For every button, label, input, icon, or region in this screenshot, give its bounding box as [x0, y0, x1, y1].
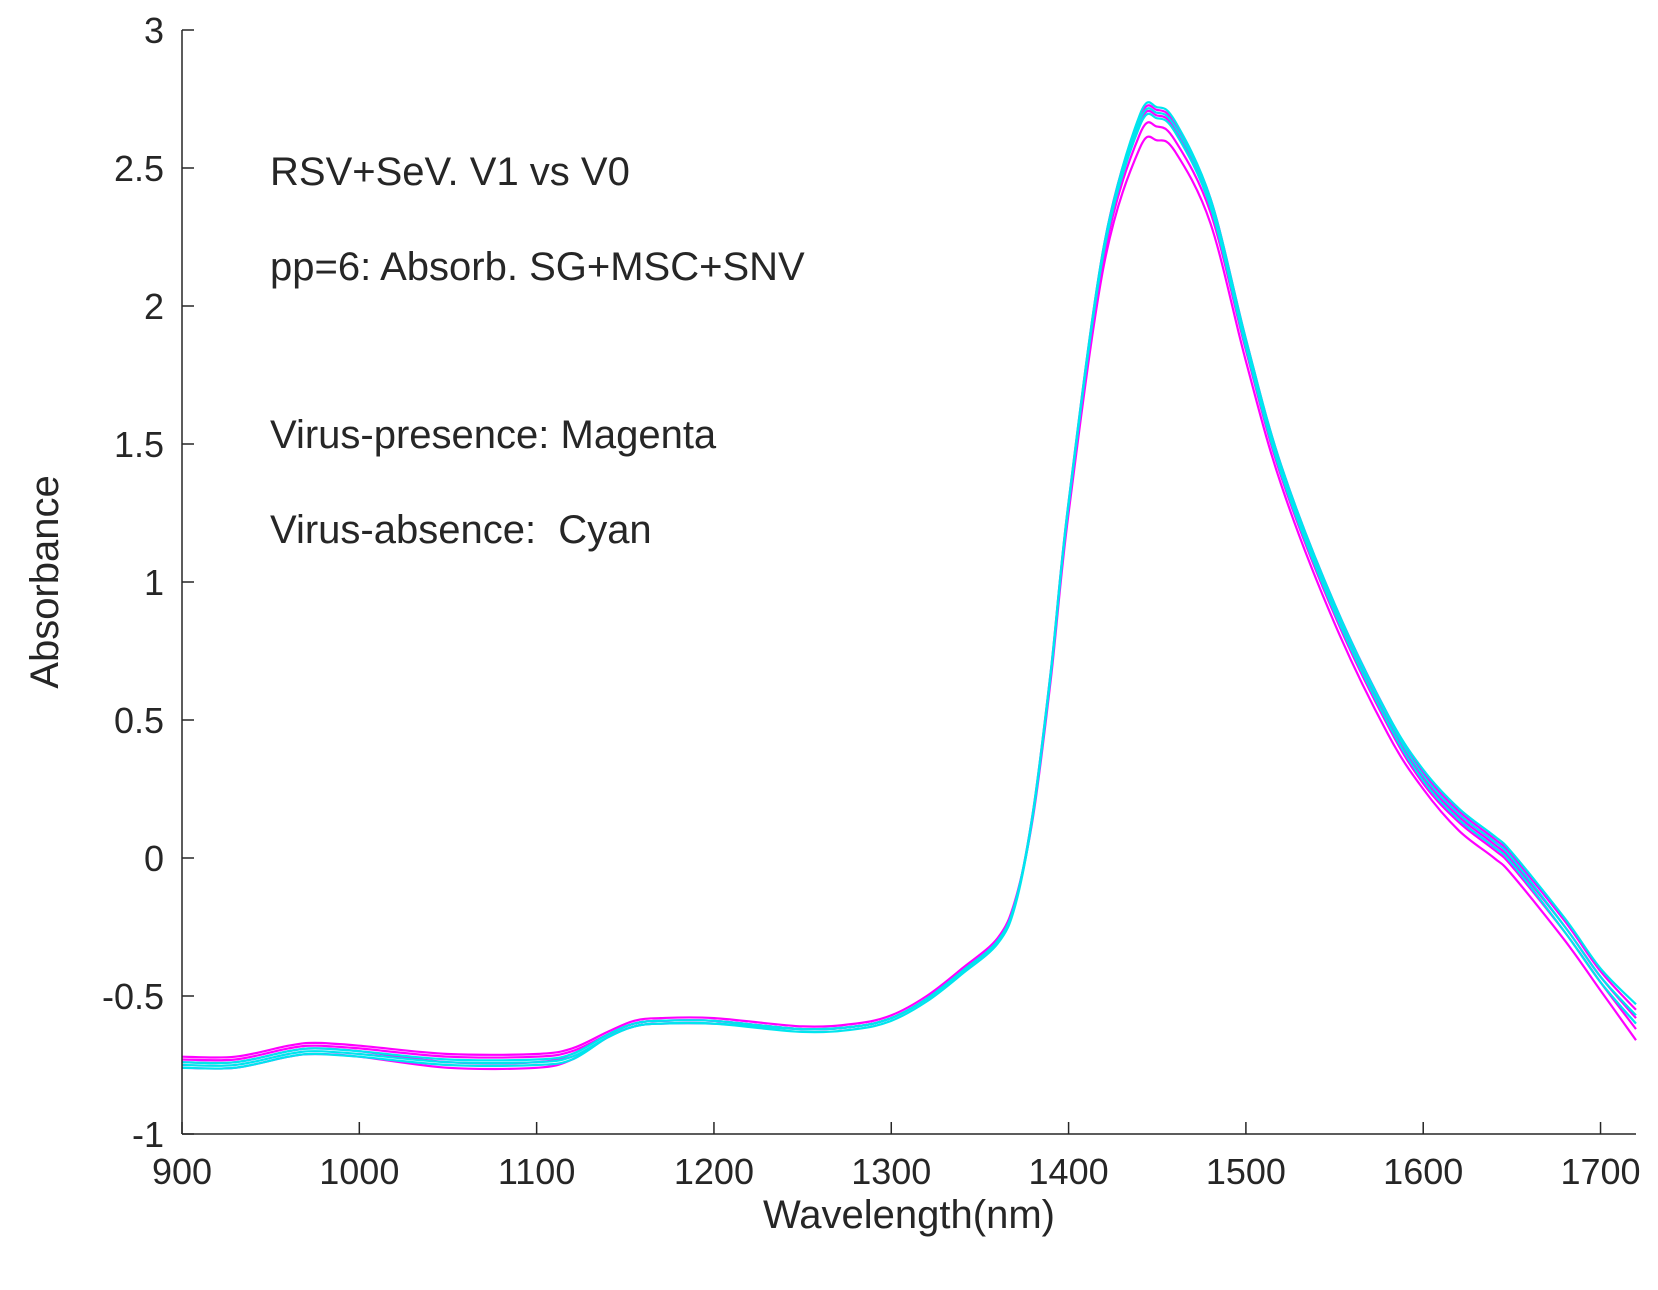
plot-series-group [181, 101, 1637, 1071]
ticks-group: 900 1000 1100 1200 1300 1400 1500 1600 1700 -1 -0.… [102, 10, 1641, 1192]
annotation-dataset: RSV+SeV. V1 vs V0 [270, 150, 630, 194]
y-tick-label: 2 [144, 286, 164, 327]
series-line-absence-7 [181, 101, 1637, 1070]
y-tick-label: 1 [144, 562, 164, 603]
axes-group [181, 30, 1636, 1135]
x-tick-label: 1200 [674, 1151, 754, 1192]
y-tick-label: 0.5 [114, 700, 164, 741]
annotation-preprocessing: pp=6: Absorb. SG+MSC+SNV [270, 245, 805, 289]
x-tick-label: 1600 [1383, 1151, 1463, 1192]
x-tick-label: 1000 [319, 1151, 399, 1192]
annotation-absence-legend: Virus-absence: Cyan [270, 508, 652, 552]
y-tick-label: -0.5 [102, 976, 164, 1017]
y-axis-title: Absorbance [23, 475, 67, 688]
y-tick-label: 1.5 [114, 424, 164, 465]
y-tick-label: 2.5 [114, 148, 164, 189]
y-tick-label: 0 [144, 838, 164, 879]
x-tick-label: 1100 [498, 1151, 575, 1192]
x-tick-label: 1300 [851, 1151, 931, 1192]
x-axis-title: Wavelength(nm) [763, 1193, 1055, 1237]
y-tick-label: -1 [132, 1114, 164, 1155]
annotation-presence-legend: Virus-presence: Magenta [270, 413, 717, 457]
x-tick-label: 1500 [1206, 1151, 1286, 1192]
y-tick-label: 3 [144, 10, 164, 51]
x-tick-label: 1700 [1560, 1151, 1640, 1192]
x-tick-label: 900 [152, 1151, 212, 1192]
x-tick-label: 1400 [1029, 1151, 1109, 1192]
